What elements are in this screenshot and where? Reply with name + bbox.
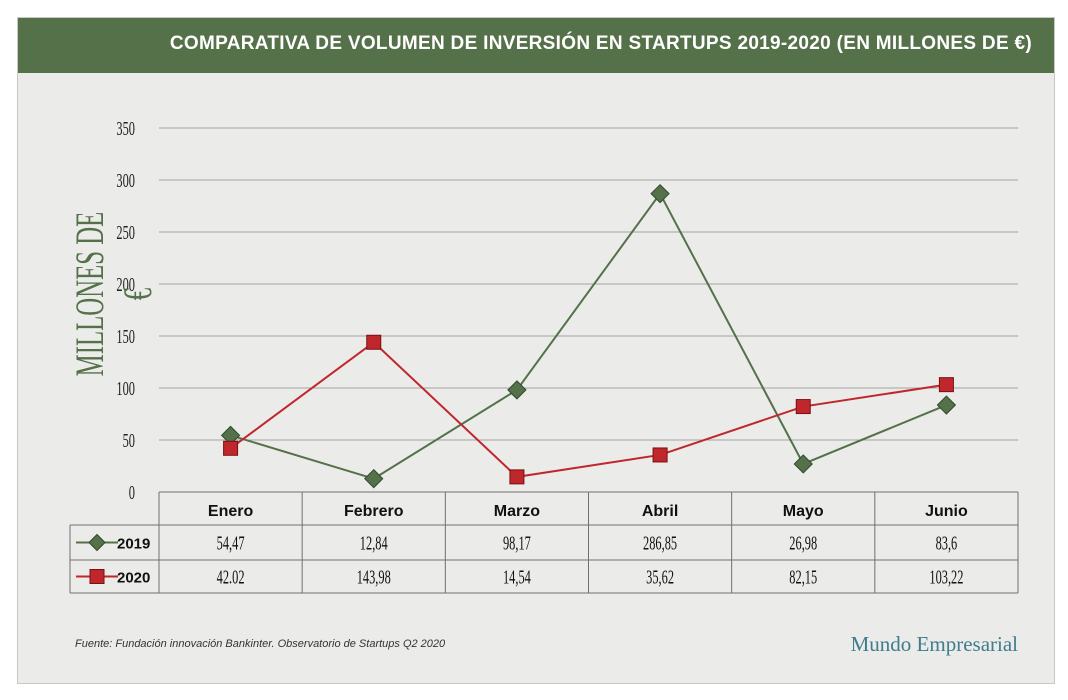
data-point-2020 <box>509 469 525 485</box>
data-value-2019: 54,47 <box>217 531 245 554</box>
data-point-2020 <box>652 447 668 463</box>
line-chart: 0 50 100 150 200 250 300 350 Enero Febrero Marzo Ab… <box>69 117 1019 594</box>
y-tick-label: 150 <box>116 325 135 348</box>
legend-marker-2020 <box>89 569 105 584</box>
data-value-2019: 286,85 <box>643 531 677 554</box>
y-tick-label: 100 <box>116 377 135 400</box>
data-point-2019 <box>364 468 384 489</box>
data-value-2019: 12,84 <box>360 531 388 554</box>
data-value-2020: 103,22 <box>929 565 963 588</box>
data-value-2020: 35,62 <box>646 565 674 588</box>
y-tick-label: 50 <box>123 429 135 452</box>
data-point-2020 <box>366 334 382 350</box>
data-point-2019 <box>936 395 957 415</box>
x-category-label: Abril <box>642 503 678 520</box>
y-tick-label: 200 <box>116 273 135 296</box>
data-point-2019 <box>650 183 670 204</box>
series-line-2019 <box>230 191 947 480</box>
y-axis-label: MILLONES DE € <box>66 154 160 434</box>
data-point-2019 <box>507 380 527 400</box>
y-tick-label: 0 <box>129 481 135 504</box>
x-category-label: Enero <box>208 503 254 520</box>
x-category-label: Febrero <box>344 503 404 520</box>
data-value-2019: 26,98 <box>789 531 817 554</box>
data-value-2019: 98,17 <box>503 531 531 554</box>
y-tick-label: 300 <box>116 169 135 192</box>
legend-label-2019: 2019 <box>117 536 150 553</box>
y-axis-label-text: MILLONES DE € <box>67 211 160 377</box>
infographic-frame: COMPARATIVA DE VOLUMEN DE INVERSIÓN EN S… <box>17 17 1055 684</box>
x-category-label: Mayo <box>783 503 824 520</box>
data-value-2020: 42.02 <box>217 565 245 588</box>
legend-label-2020: 2020 <box>117 570 150 587</box>
x-category-label: Marzo <box>494 503 540 520</box>
y-tick-label: 350 <box>116 117 135 140</box>
data-value-2020: 82,15 <box>789 565 817 588</box>
chart-title: COMPARATIVA DE VOLUMEN DE INVERSIÓN EN S… <box>169 33 1032 54</box>
data-point-2019 <box>793 454 813 474</box>
data-point-2020 <box>795 399 811 415</box>
title-banner: COMPARATIVA DE VOLUMEN DE INVERSIÓN EN S… <box>18 18 1054 73</box>
series-line-2020 <box>229 340 947 478</box>
source-note: Fuente: Fundación innovación Bankinter. … <box>75 638 446 650</box>
data-value-2020: 143,98 <box>357 565 391 588</box>
brand-logo-text: Mundo Empresarial <box>850 632 1018 656</box>
x-category-label: Junio <box>925 503 968 520</box>
data-value-2020: 14,54 <box>503 565 531 588</box>
y-tick-label: 250 <box>116 221 135 244</box>
data-point-2020 <box>938 377 954 393</box>
legend-marker-2019 <box>88 533 106 552</box>
data-point-2020 <box>223 440 239 456</box>
data-value-2019: 83,6 <box>936 531 958 554</box>
